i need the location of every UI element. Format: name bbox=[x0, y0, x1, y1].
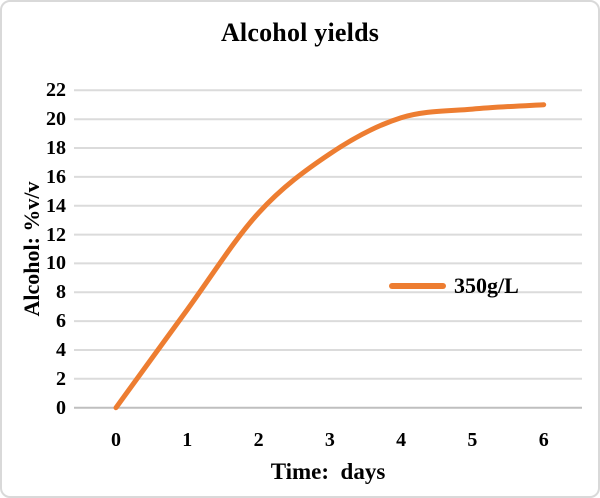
x-tick-label: 2 bbox=[253, 429, 264, 451]
x-tick-label: 3 bbox=[324, 429, 335, 451]
x-tick-label: 6 bbox=[538, 429, 549, 451]
legend-label: 350g/L bbox=[454, 273, 519, 298]
y-tick-label: 0 bbox=[56, 396, 66, 419]
x-axis-title: Time: days bbox=[270, 459, 386, 484]
chart-title: Alcohol yields bbox=[220, 18, 380, 47]
x-tick-label: 1 bbox=[182, 429, 193, 451]
x-tick-label: 5 bbox=[467, 429, 478, 451]
y-tick-label: 16 bbox=[46, 165, 66, 188]
y-tick-label: 22 bbox=[46, 79, 66, 102]
series-group bbox=[113, 102, 547, 411]
y-tick-label: 2 bbox=[56, 367, 66, 390]
y-tick-label: 14 bbox=[46, 194, 66, 217]
y-tick-label: 8 bbox=[56, 281, 66, 304]
y-tick-label: 4 bbox=[56, 339, 66, 361]
y-tick-label: 12 bbox=[46, 223, 66, 246]
y-axis-title: Alcohol: %v/v bbox=[19, 181, 44, 317]
series-line-350gL bbox=[113, 102, 547, 411]
y-tick-label: 18 bbox=[46, 137, 66, 159]
y-tick-label: 10 bbox=[46, 252, 66, 275]
legend: 350g/L bbox=[389, 272, 519, 300]
y-tick-label: 20 bbox=[46, 108, 66, 131]
x-tick-label: 0 bbox=[111, 429, 121, 451]
y-tick-label: 6 bbox=[56, 310, 66, 333]
x-tick-label: 4 bbox=[396, 429, 407, 451]
legend-swatch-line-icon bbox=[389, 283, 446, 289]
